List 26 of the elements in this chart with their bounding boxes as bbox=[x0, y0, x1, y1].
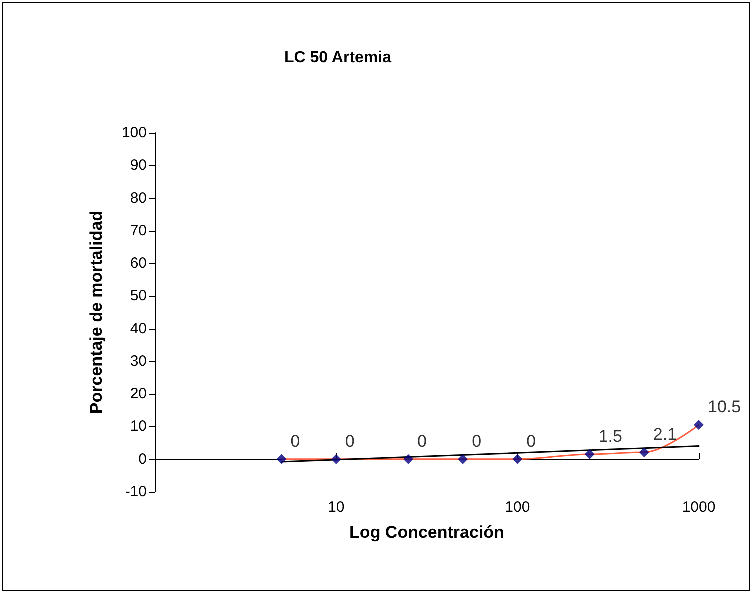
y-tick-label: 40 bbox=[130, 320, 147, 338]
data-label: 0 bbox=[472, 432, 482, 451]
x-tick-label: 1000 bbox=[682, 499, 716, 516]
y-tick-label: 30 bbox=[130, 352, 147, 370]
x-axis-title: Log Concentración bbox=[350, 523, 504, 542]
y-tick-label: 100 bbox=[122, 124, 147, 142]
y-tick-label: 60 bbox=[130, 255, 147, 272]
y-tick-label: 90 bbox=[130, 157, 147, 174]
data-label: 1.5 bbox=[598, 426, 622, 446]
x-tick-label: 100 bbox=[505, 499, 530, 516]
y-tick-label: 50 bbox=[130, 288, 147, 305]
y-tick-label: 10 bbox=[130, 418, 147, 436]
chart-title: LC 50 Artemia bbox=[284, 50, 392, 66]
y-tick-label: 80 bbox=[130, 190, 147, 207]
data-label: 10.5 bbox=[708, 398, 742, 417]
x-tick-label: 10 bbox=[328, 499, 345, 516]
y-tick-label: 70 bbox=[130, 222, 147, 240]
y-axis-title: Porcentaje de mortalidad bbox=[87, 210, 106, 414]
data-label: 0 bbox=[290, 432, 300, 451]
data-label: 2.1 bbox=[653, 425, 678, 444]
data-label: 0 bbox=[526, 432, 536, 451]
data-label: 0 bbox=[345, 432, 355, 451]
y-tick-label: -10 bbox=[125, 484, 147, 500]
data-label: 0 bbox=[417, 432, 427, 451]
y-tick-label: 0 bbox=[138, 450, 147, 468]
y-tick-label: 20 bbox=[130, 386, 147, 403]
